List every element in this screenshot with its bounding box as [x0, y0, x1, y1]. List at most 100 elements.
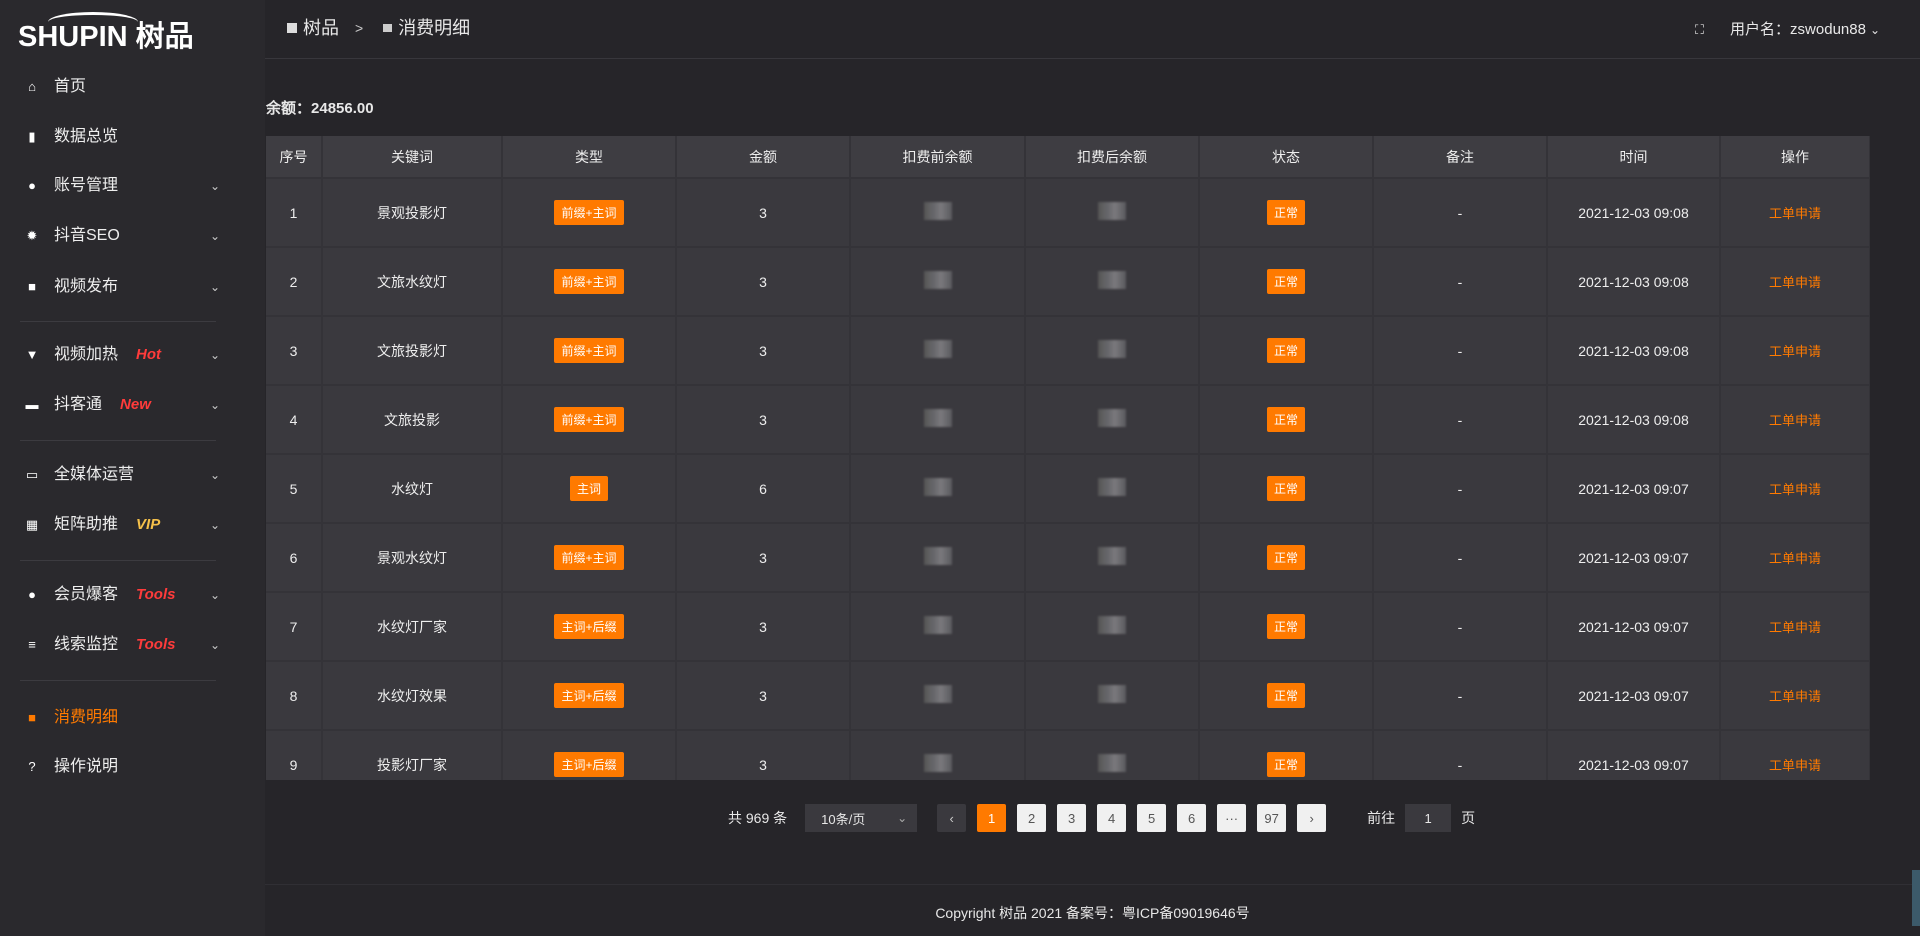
sidebar-item-11[interactable]: ■ 消费明细	[0, 698, 235, 738]
video-icon: ■	[28, 279, 36, 294]
cell-status: 正常	[1199, 385, 1374, 455]
cell-note: -	[1373, 661, 1548, 731]
chevron-down-icon[interactable]: ⌄	[1869, 23, 1880, 37]
consumption-table[interactable]: 序号 关键词 类型 金额 扣费前余额 扣费后余额 状态 备注 时间 操作 1 景观投影灯 前缀+主…	[266, 136, 1870, 780]
redacted-value	[923, 409, 952, 427]
sidebar-item-1[interactable]: ▮ 数据总览	[0, 117, 235, 157]
flag-icon: ▼	[25, 347, 39, 362]
cell-type: 主词+后缀	[502, 730, 677, 780]
cell-no: 4	[266, 385, 323, 455]
table-row: 1 景观投影灯 前缀+主词 3 正常 - 2021-12-03 09:08 工单…	[266, 178, 1870, 248]
ticket-apply-link[interactable]: 工单申请	[1768, 689, 1821, 704]
cell-balance-after	[1025, 385, 1200, 455]
cell-keyword: 水纹灯效果	[322, 661, 503, 731]
page-button[interactable]: 4	[1097, 804, 1127, 832]
cell-keyword: 文旅投影	[322, 385, 503, 455]
cell-note: -	[1373, 730, 1548, 780]
cell-balance-before	[850, 523, 1026, 593]
page-button[interactable]: 6	[1177, 804, 1207, 832]
chevron-down-icon[interactable]: ⌄	[209, 179, 221, 193]
page-button[interactable]: 5	[1137, 804, 1167, 832]
chevron-down-icon[interactable]: ⌄	[209, 348, 221, 362]
table-row: 5 水纹灯 主词 6 正常 - 2021-12-03 09:07 工单申请	[266, 454, 1870, 524]
cell-amount: 3	[676, 247, 851, 317]
fullscreen-icon[interactable]: ⛶	[1694, 22, 1705, 37]
prev-page-button[interactable]: ‹	[937, 804, 967, 832]
ticket-apply-link[interactable]: 工单申请	[1768, 413, 1821, 428]
ticket-apply-link[interactable]: 工单申请	[1768, 275, 1821, 290]
column-header: 操作	[1720, 136, 1870, 179]
chevron-down-icon[interactable]: ⌄	[209, 518, 221, 532]
username-dropdown[interactable]: zswodun88	[1790, 21, 1866, 38]
goto-page-input[interactable]: 1	[1405, 804, 1452, 832]
redacted-value	[1098, 478, 1126, 496]
ticket-apply-link[interactable]: 工单申请	[1768, 206, 1821, 221]
logo[interactable]: SHUPIN 树品	[18, 10, 253, 56]
cell-balance-after	[1025, 316, 1200, 386]
ticket-apply-link[interactable]: 工单申请	[1768, 620, 1821, 635]
grid-icon: ▦	[25, 517, 39, 532]
cell-balance-before	[850, 385, 1026, 455]
type-tag: 前缀+主词	[554, 269, 624, 294]
cell-keyword: 水纹灯厂家	[322, 592, 503, 662]
next-page-button[interactable]: ›	[1297, 804, 1327, 832]
chevron-down-icon[interactable]: ⌄	[209, 468, 221, 482]
sidebar-item-0[interactable]: ⌂ 首页	[0, 67, 235, 107]
status-badge: 正常	[1266, 407, 1305, 432]
cell-type: 前缀+主词	[502, 247, 677, 317]
cell-amount: 3	[676, 730, 851, 780]
sidebar-item-3[interactable]: ✹ 抖音SEO ⌄	[0, 216, 235, 256]
page-button[interactable]: 2	[1017, 804, 1047, 832]
chevron-down-icon[interactable]: ⌄	[209, 588, 221, 602]
chevron-down-icon[interactable]: ⌄	[209, 638, 221, 652]
cell-time: 2021-12-03 09:07	[1547, 454, 1721, 524]
page-button[interactable]: ···	[1217, 804, 1247, 832]
redacted-value	[1098, 685, 1126, 703]
sidebar-item-label: 视频发布	[54, 278, 119, 295]
chevron-down-icon[interactable]: ⌄	[209, 229, 221, 243]
ticket-apply-link[interactable]: 工单申请	[1768, 482, 1821, 497]
sidebar-item-2[interactable]: ● 账号管理 ⌄	[0, 166, 235, 206]
sidebar-item-10[interactable]: ≡ 线索监控 Tools ⌄	[0, 625, 235, 665]
cell-note: -	[1373, 178, 1548, 248]
cell-amount: 6	[676, 454, 851, 524]
sidebar-item-9[interactable]: ● 会员爆客 Tools ⌄	[0, 575, 235, 615]
page-button[interactable]: 97	[1257, 804, 1287, 832]
cell-balance-before	[850, 316, 1026, 386]
table-row: 2 文旅水纹灯 前缀+主词 3 正常 - 2021-12-03 09:08 工单…	[266, 247, 1870, 317]
cell-no: 1	[266, 178, 323, 248]
page-button[interactable]: 1	[977, 804, 1007, 832]
sidebar-item-7[interactable]: ▭ 全媒体运营 ⌄	[0, 455, 235, 495]
sidebar-item-12[interactable]: ? 操作说明	[0, 747, 235, 787]
footer-copyright: Copyright 树品 2021 备案号：粤ICP备09019646号	[935, 905, 1250, 921]
sidebar-item-5[interactable]: ▼ 视频加热 Hot ⌄	[0, 335, 235, 375]
cell-note: -	[1373, 247, 1548, 317]
ticket-apply-link[interactable]: 工单申请	[1768, 344, 1821, 359]
page-button[interactable]: 3	[1057, 804, 1087, 832]
sidebar-item-label: 消费明细	[54, 709, 119, 726]
sidebar-item-label: 线索监控	[54, 636, 119, 653]
table-row: 3 文旅投影灯 前缀+主词 3 正常 - 2021-12-03 09:08 工单…	[266, 316, 1870, 386]
total-count: 共 969 条	[728, 810, 788, 826]
type-tag: 前缀+主词	[554, 200, 624, 225]
breadcrumb-root[interactable]: 树品	[303, 18, 339, 38]
sidebar-item-4[interactable]: ■ 视频发布 ⌄	[0, 267, 235, 307]
user-label: 用户名：	[1730, 21, 1791, 38]
cell-amount: 3	[676, 592, 851, 662]
side-widget[interactable]	[1912, 870, 1920, 926]
ticket-apply-link[interactable]: 工单申请	[1768, 551, 1821, 566]
sidebar-item-6[interactable]: ▬ 抖客通 New ⌄	[0, 385, 235, 425]
ticket-apply-link[interactable]: 工单申请	[1768, 758, 1821, 773]
cell-note: -	[1373, 523, 1548, 593]
cell-status: 正常	[1199, 316, 1374, 386]
cell-no: 2	[266, 247, 323, 317]
chevron-down-icon[interactable]: ⌄	[209, 280, 221, 294]
redacted-value	[923, 340, 952, 358]
table-row: 6 景观水纹灯 前缀+主词 3 正常 - 2021-12-03 09:07 工单…	[266, 523, 1870, 593]
page-size-select[interactable]: 10条/页 ⌄	[805, 804, 918, 832]
chevron-down-icon[interactable]: ⌄	[209, 398, 221, 412]
type-tag: 主词+后缀	[554, 752, 624, 777]
type-tag: 前缀+主词	[554, 545, 624, 570]
sidebar-item-8[interactable]: ▦ 矩阵助推 VIP ⌄	[0, 505, 235, 545]
sidebar-item-label: 视频加热	[54, 346, 119, 363]
